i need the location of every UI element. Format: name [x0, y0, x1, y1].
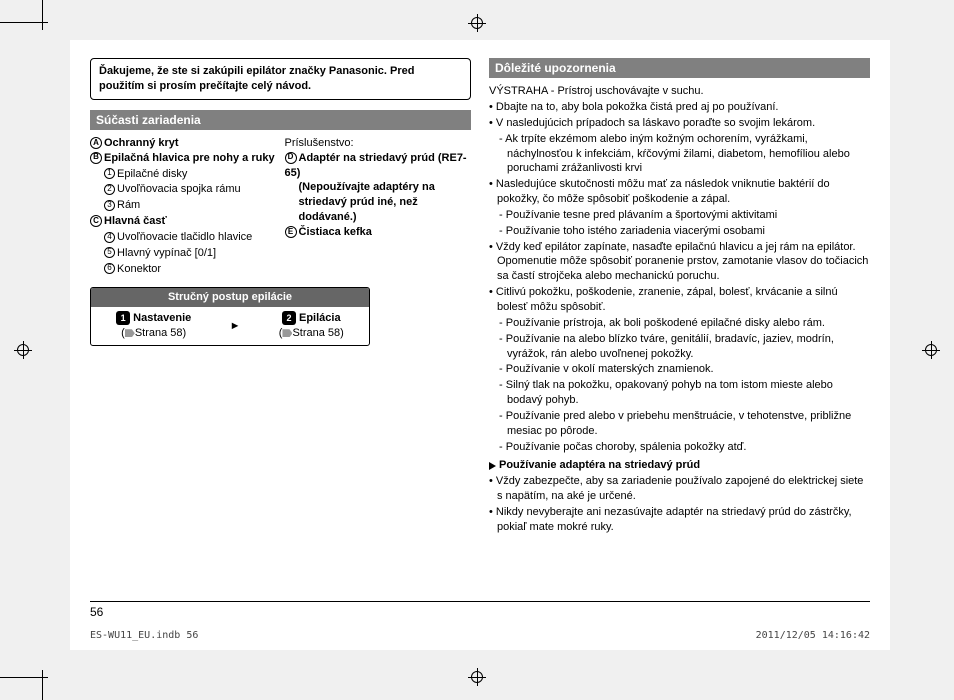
triangle-icon	[489, 462, 496, 470]
intro-box: Ďakujeme, že ste si zakúpili epilátor zn…	[90, 58, 471, 100]
step-1-ref: Strana 58	[135, 327, 183, 339]
warning-line: • Vždy keď epilátor zapínate, nasaďte ep…	[489, 240, 870, 285]
footer-divider	[90, 601, 870, 602]
adapter-section-title: Používanie adaptéra na striedavý prúd	[489, 458, 870, 473]
warning-line: VÝSTRAHA - Prístroj uschovávajte v suchu…	[489, 84, 870, 99]
warning-subline: - Používanie na alebo blízko tváre, geni…	[489, 332, 870, 362]
label-a-icon: A	[90, 137, 102, 149]
warning-subline: - Používanie pred alebo v priebehu menšt…	[489, 409, 870, 439]
num-6-icon: 6	[104, 263, 115, 274]
warning-subline: - Používanie v okolí materských znamieno…	[489, 362, 870, 377]
crop-mark	[42, 670, 43, 700]
part-c4: Uvoľňovacie tlačidlo hlavice	[117, 231, 252, 243]
step-1-label: Nastavenie	[133, 312, 191, 324]
accessories-label: Príslušenstvo:	[285, 136, 472, 151]
part-a: Ochranný kryt	[104, 137, 179, 149]
warning-subline: - Používanie tesne pred plávaním a šport…	[489, 208, 870, 223]
num-4-icon: 4	[104, 232, 115, 243]
part-b3: Rám	[117, 199, 140, 211]
label-c-icon: C	[90, 215, 102, 227]
step-2-ref: Strana 58	[292, 327, 340, 339]
warning-subline: - Silný tlak na pokožku, opakovaný pohyb…	[489, 378, 870, 408]
step-1-badge: 1	[116, 311, 130, 325]
num-2-icon: 2	[104, 184, 115, 195]
num-5-icon: 5	[104, 247, 115, 258]
part-d-note: (Nepoužívajte adaptéry na striedavý prúd…	[285, 180, 472, 225]
registration-mark	[468, 14, 486, 32]
section-header-parts: Súčasti zariadenia	[90, 110, 471, 130]
step-1-cell: 1Nastavenie (Strana 58)	[116, 311, 191, 341]
crop-mark	[42, 0, 43, 30]
part-c5: Hlavný vypínač [0/1]	[117, 247, 216, 259]
part-c: Hlavná časť	[104, 215, 167, 227]
step-2-badge: 2	[282, 311, 296, 325]
quick-steps-table: Stručný postup epilácie 1Nastavenie (Str…	[90, 287, 370, 346]
crop-mark	[0, 677, 48, 678]
part-b1: Epilačné disky	[117, 168, 187, 180]
page-arrow-icon	[282, 329, 292, 337]
warning-line: • Citlivú pokožku, poškodenie, zranenie,…	[489, 285, 870, 315]
part-b: Epilačná hlavica pre nohy a ruky	[104, 152, 275, 164]
footer-timestamp: 2011/12/05 14:16:42	[756, 629, 870, 643]
registration-mark	[468, 668, 486, 686]
warning-line: • V nasledujúcich prípadoch sa láskavo p…	[489, 116, 870, 131]
label-b-icon: B	[90, 152, 102, 164]
page-arrow-icon	[125, 329, 135, 337]
page-number: 56	[90, 604, 103, 620]
crop-mark	[0, 22, 48, 23]
right-column: Dôležité upozornenia VÝSTRAHA - Prístroj…	[489, 58, 870, 536]
registration-mark	[922, 341, 940, 359]
label-d-icon: D	[285, 152, 297, 164]
warning-subline: - Používanie počas choroby, spálenia pok…	[489, 440, 870, 455]
warning-line: • Nasledujúce skutočnosti môžu mať za ná…	[489, 177, 870, 207]
num-3-icon: 3	[104, 200, 115, 211]
step-arrow-icon: ►	[230, 319, 241, 334]
warning-line: • Vždy zabezpečte, aby sa zariadenie pou…	[489, 474, 870, 504]
footer-filename: ES-WU11_EU.indb 56	[90, 629, 198, 643]
part-b2: Uvoľňovacia spojka rámu	[117, 183, 241, 195]
quick-steps-header: Stručný postup epilácie	[91, 288, 369, 307]
warning-line: • Nikdy nevyberajte ani nezasúvajte adap…	[489, 505, 870, 535]
part-e: Čistiaca kefka	[299, 226, 372, 238]
warning-subline: - Používanie prístroja, ak boli poškoden…	[489, 316, 870, 331]
num-1-icon: 1	[104, 168, 115, 179]
manual-page: Ďakujeme, že ste si zakúpili epilátor zn…	[70, 40, 890, 650]
part-d: Adaptér na striedavý prúd (RE7-65)	[285, 152, 467, 179]
step-2-label: Epilácia	[299, 312, 341, 324]
label-e-icon: E	[285, 226, 297, 238]
section-header-notices: Dôležité upozornenia	[489, 58, 870, 78]
parts-list-left: AOchranný kryt BEpilačná hlavica pre noh…	[90, 136, 277, 278]
warning-subline: - Používanie toho istého zariadenia viac…	[489, 224, 870, 239]
warning-line: • Dbajte na to, aby bola pokožka čistá p…	[489, 100, 870, 115]
left-column: Ďakujeme, že ste si zakúpili epilátor zn…	[90, 58, 471, 536]
warning-subline: - Ak trpíte ekzémom alebo iným kožným oc…	[489, 132, 870, 177]
step-2-cell: 2Epilácia (Strana 58)	[279, 311, 344, 341]
registration-mark	[14, 341, 32, 359]
part-c6: Konektor	[117, 263, 161, 275]
parts-list-right: Príslušenstvo: DAdaptér na striedavý prú…	[285, 136, 472, 278]
